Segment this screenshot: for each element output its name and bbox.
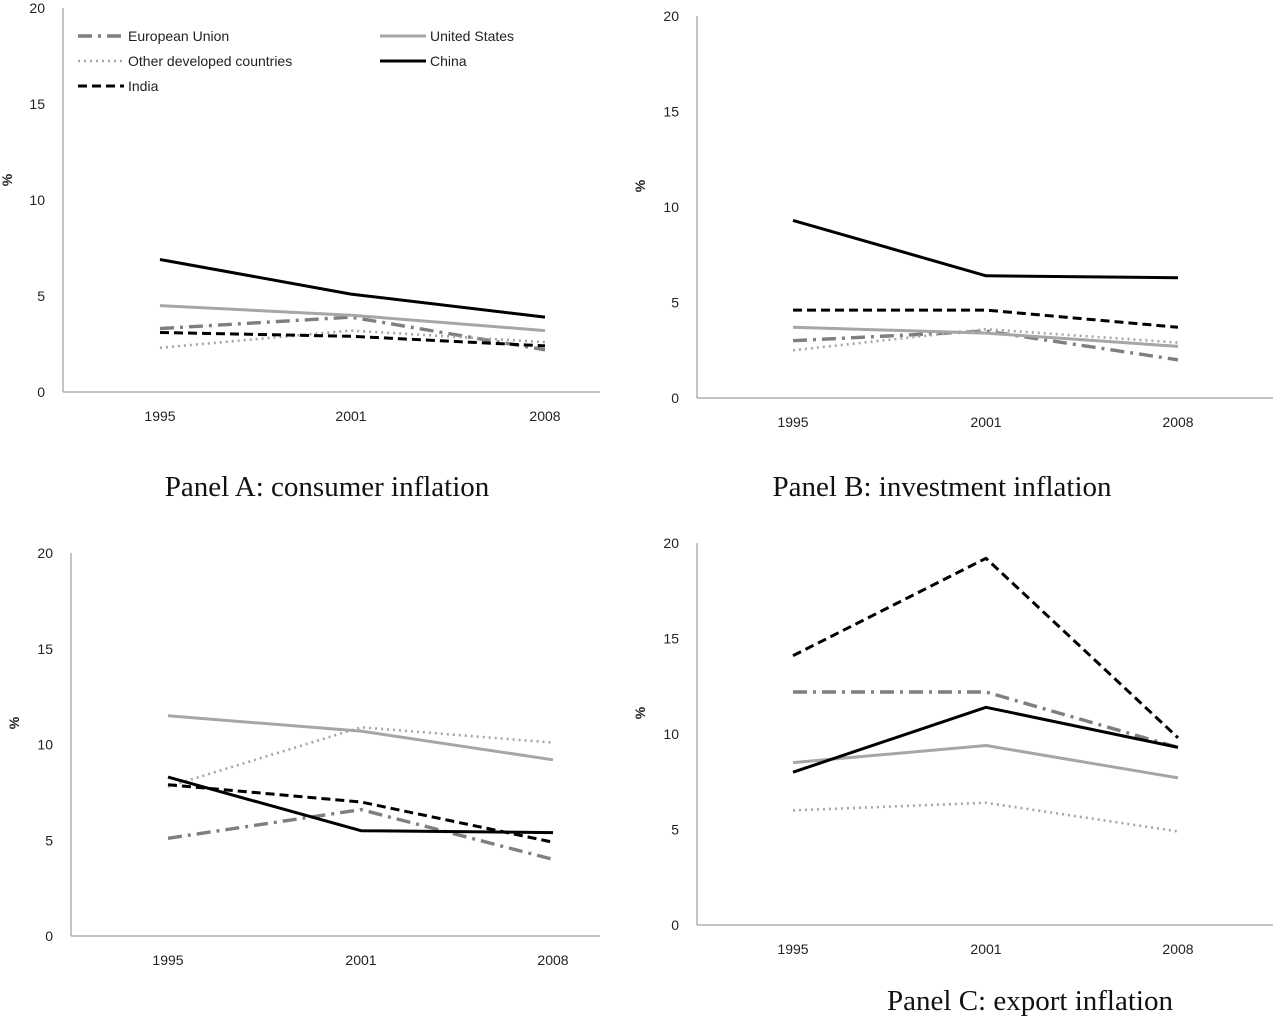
- x-tick-label: 2001: [345, 952, 376, 968]
- series-line-india: [167, 783, 554, 844]
- y-tick-label: 5: [37, 288, 45, 304]
- y-tick-label: 15: [37, 641, 53, 657]
- series-line-united-states: [792, 744, 1179, 780]
- y-tick-label: 15: [29, 96, 45, 112]
- y-axis-label: %: [0, 173, 15, 186]
- y-tick-label: 0: [37, 384, 45, 400]
- x-tick-label: 2008: [529, 408, 560, 424]
- y-tick-label: 15: [663, 104, 679, 120]
- x-tick-label: 1995: [777, 941, 808, 957]
- legend-entry: India: [128, 78, 159, 94]
- legend-entry: Other developed countries: [128, 53, 292, 69]
- series-line-india: [159, 331, 546, 348]
- y-tick-label: 0: [671, 390, 679, 406]
- series-line-european-union: [159, 315, 546, 352]
- panel-1: 0 5 10 15 20 1995 2001 2008% Panel A: consumer i…: [0, 0, 600, 503]
- y-axis-label: %: [632, 179, 648, 192]
- y-tick-label: 0: [45, 928, 53, 944]
- series-line-china: [167, 775, 554, 835]
- series-line-india: [793, 308, 1179, 329]
- series-line-european-union: [167, 807, 554, 862]
- series-line-other-developed-countries: [792, 801, 1179, 833]
- x-tick-label: 2001: [970, 414, 1001, 430]
- y-tick-label: 5: [45, 832, 53, 848]
- y-tick-label: 15: [663, 631, 679, 647]
- x-tick-label: 1995: [777, 414, 808, 430]
- series-line-european-union: [793, 690, 1179, 750]
- y-axis-label: %: [632, 706, 648, 719]
- panel-3: 0 5 10 15 20 1995 2001 2008%: [6, 545, 600, 968]
- y-tick-label: 5: [671, 295, 679, 311]
- series-line-united-states: [159, 304, 546, 333]
- series-line-other-developed-countries: [167, 725, 554, 788]
- panel-caption: Panel C: export inflation: [887, 985, 1173, 1017]
- x-tick-label: 2001: [970, 941, 1001, 957]
- y-tick-label: 20: [663, 8, 679, 24]
- series-line-united-states: [167, 714, 554, 762]
- y-axis-label: %: [6, 716, 22, 729]
- x-tick-label: 2008: [1162, 414, 1193, 430]
- y-tick-label: 20: [37, 545, 53, 561]
- legend: European Union United States Other develop…: [78, 28, 514, 94]
- series-line-united-states: [792, 325, 1179, 348]
- legend-entry: China: [430, 53, 467, 69]
- panel-caption: Panel B: investment inflation: [772, 471, 1112, 503]
- x-tick-label: 2008: [1162, 941, 1193, 957]
- panel-2: 0 5 10 15 20 1995 2001 2008% Panel B: investment…: [632, 8, 1273, 503]
- y-tick-label: 0: [671, 917, 679, 933]
- x-tick-label: 2008: [537, 952, 568, 968]
- series-line-china: [792, 705, 1179, 774]
- y-tick-label: 20: [29, 0, 45, 16]
- x-tick-label: 1995: [144, 408, 175, 424]
- legend-entry: United States: [430, 28, 514, 44]
- y-tick-label: 10: [663, 726, 679, 742]
- series-line-european-union: [792, 329, 1179, 362]
- y-tick-label: 20: [663, 535, 679, 551]
- series-line-india: [792, 556, 1180, 739]
- y-tick-label: 10: [663, 199, 679, 215]
- legend-entry: European Union: [128, 28, 229, 44]
- panel-4: 0 5 10 15 20 1995 2001 2008% Panel C: export inf…: [632, 535, 1273, 1017]
- y-tick-label: 5: [671, 822, 679, 838]
- x-tick-label: 2001: [335, 408, 366, 424]
- y-tick-label: 10: [29, 192, 45, 208]
- series-line-china: [159, 258, 546, 319]
- series-line-china: [792, 218, 1179, 280]
- x-tick-label: 1995: [152, 952, 183, 968]
- y-tick-label: 10: [37, 737, 53, 753]
- panel-caption: Panel A: consumer inflation: [165, 471, 490, 503]
